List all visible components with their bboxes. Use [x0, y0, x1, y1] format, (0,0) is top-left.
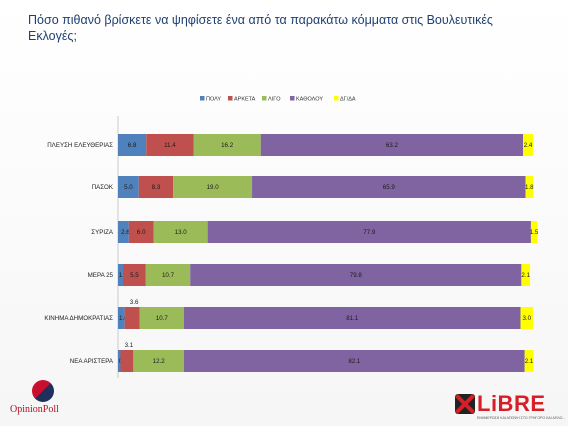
opinionpoll-logo-text: OpinionPoll: [10, 404, 59, 415]
value-label-1-2: 19.0: [207, 184, 220, 191]
bar-segment-0-3: [260, 134, 524, 156]
bar-segment-1-1: [138, 176, 174, 198]
legend-swatch-1: [228, 96, 233, 101]
category-label-2: ΣΥΡΙΖΑ: [91, 229, 114, 236]
chart-title: Πόσο πιθανό βρίσκετε να ψηφίσετε ένα από…: [28, 13, 493, 43]
value-label-0-4: 2.4: [524, 142, 533, 149]
bar-segment-3-4: [521, 264, 531, 286]
value-label-1-1: 8.3: [152, 184, 161, 191]
bar-segment-5-2: [133, 350, 184, 372]
value-label-2-1: 6.0: [137, 229, 146, 236]
bar-segment-0-1: [146, 134, 194, 156]
value-label-3-1: 5.5: [130, 272, 139, 279]
category-label-5: ΝΕΑ ΑΡΙΣΤΕΡΑ: [70, 358, 114, 365]
chart-legend: ΠΟΛΥ ΑΡΚΕΤΑ ΛΙΓΟ ΚΑΘΟΛΟΥ ΔΓ/ΔΑ: [200, 96, 356, 103]
bar-segment-5-3: [183, 350, 525, 372]
legend-label-2: ΛΙΓΟ: [268, 97, 281, 103]
bar-segment-3-2: [145, 264, 191, 286]
libre-logo-mark: [455, 394, 475, 414]
bar-segment-4-3: [183, 307, 521, 329]
bar-segment-0-2: [193, 134, 261, 156]
bar-segment-2-4: [530, 221, 538, 243]
legend-label-4: ΔΓ/ΔΑ: [340, 97, 356, 103]
value-label-3-3: 79.8: [350, 272, 363, 279]
libre-logo-text: LiBRE: [477, 391, 546, 416]
bar-segment-1-0: [118, 176, 139, 198]
bar-segment-3-0: [118, 264, 123, 286]
value-label-5-3: 82.1: [348, 358, 361, 365]
chart-bars: ΠΛΕΥΣΗ ΕΛΕΥΘΕΡΙΑΣ 6.8 11.4 16.2 63.2 2.4 ΠΑΣΟΚ…: [44, 134, 539, 372]
legend-label-3: ΚΑΘΟΛΟΥ: [296, 97, 323, 103]
value-label-1-4: 1.8: [525, 184, 534, 191]
value-label-2-2: 13.0: [175, 229, 188, 236]
value-label-4-4: 3.0: [522, 315, 531, 322]
legend-swatch-0: [200, 96, 205, 101]
bar-segment-3-3: [190, 264, 522, 286]
value-label-1-0: 5.0: [124, 184, 133, 191]
value-label-0-0: 6.8: [128, 142, 137, 149]
libre-logo: LiBRE ΕΝΗΜΕΡΩΣΗ ΚΑΙ ΑΠΟΨΗ ΣΤΟ ΓΡΗΓΟΡΟ ΚΑ…: [455, 391, 565, 424]
value-label-4-2: 10.7: [156, 315, 169, 322]
bar-segment-5-4: [524, 350, 534, 372]
bar-segment-2-2: [153, 221, 208, 243]
bar-segment-1-3: [252, 176, 526, 198]
libre-logo-tagline: ΕΝΗΜΕΡΩΣΗ ΚΑΙ ΑΠΟΨΗ ΣΤΟ ΓΡΗΓΟΡΟ ΚΑΙ ΑΠΛΟ…: [477, 416, 566, 420]
legend-swatch-3: [290, 96, 295, 101]
bar-segment-1-2: [173, 176, 253, 198]
category-label-1: ΠΑΣΟΚ: [92, 184, 114, 191]
value-label-0-2: 16.2: [221, 142, 234, 149]
opinionpoll-logo-mark: [32, 380, 54, 402]
legend-label-1: ΑΡΚΕΤΑ: [234, 97, 256, 103]
bar-segment-2-3: [207, 221, 531, 243]
value-label-3-4: 2.1: [521, 272, 530, 279]
value-label-2-3: 77.9: [363, 229, 376, 236]
value-label-5-2: 12.2: [153, 358, 166, 365]
bar-segment-0-4: [523, 134, 533, 156]
bar-segment-4-2: [139, 307, 184, 329]
bar-segment-4-1: [124, 307, 140, 329]
value-label-0-1: 11.4: [164, 142, 176, 149]
value-label-5-1: 3.1: [125, 342, 134, 349]
value-label-4-3: 81.1: [346, 315, 359, 322]
value-label-3-2: 10.7: [162, 272, 175, 279]
bar-segment-0-0: [118, 134, 147, 156]
category-label-4: ΚΙΝΗΜΑ ΔΗΜΟΚΡΑΤΙΑΣ: [44, 315, 113, 322]
value-label-2-4: 1.5: [530, 229, 539, 236]
value-label-1-3: 65.9: [383, 184, 396, 191]
bar-segment-4-4: [520, 307, 533, 329]
bar-segment-3-1: [122, 264, 146, 286]
bar-segment-2-0: [118, 221, 129, 243]
legend-swatch-2: [262, 96, 267, 101]
bar-segment-4-0: [118, 307, 125, 329]
legend-label-0: ΠΟΛΥ: [206, 97, 221, 103]
value-label-5-4: 2.1: [525, 358, 534, 365]
value-label-2-0: 2.6: [121, 229, 130, 236]
category-label-0: ΠΛΕΥΣΗ ΕΛΕΥΘΕΡΙΑΣ: [47, 142, 113, 149]
value-label-0-3: 63.2: [386, 142, 399, 149]
bar-segment-1-4: [525, 176, 533, 198]
bar-segment-2-1: [128, 221, 154, 243]
value-label-4-1: 3.6: [130, 299, 139, 306]
bar-segment-5-0: [118, 350, 121, 372]
legend-swatch-4: [334, 96, 339, 101]
opinionpoll-logo: OpinionPoll: [8, 380, 88, 420]
value-label-4-0: 1.6: [119, 315, 128, 322]
category-label-3: ΜΕΡΑ 25: [88, 272, 114, 279]
bar-segment-5-1: [120, 350, 134, 372]
